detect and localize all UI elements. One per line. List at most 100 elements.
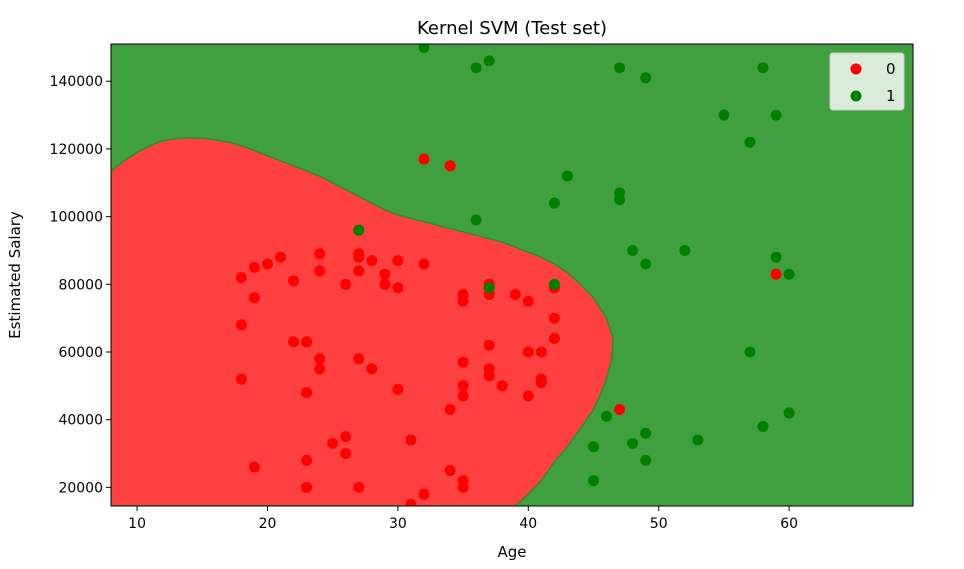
data-point-class-0 [483,370,495,382]
data-point-class-0 [248,292,260,304]
data-point-class-0 [770,268,782,280]
data-point-class-0 [248,461,260,473]
legend-label-class-0: 0 [886,60,896,78]
data-point-class-0 [314,265,326,277]
data-point-class-1 [770,251,782,263]
x-tick-label: 60 [780,516,798,532]
data-point-class-0 [548,333,560,344]
data-point-class-0 [444,160,456,172]
data-point-class-0 [301,454,313,466]
data-point-class-1 [627,437,639,449]
data-point-class-1 [588,475,599,487]
data-point-class-0 [405,434,417,446]
data-point-class-0 [392,282,404,294]
data-point-class-0 [496,380,508,392]
y-axis-title: Estimated Salary [6,211,24,339]
data-point-class-1 [692,434,704,446]
data-point-class-1 [418,44,430,53]
data-point-class-1 [614,62,626,74]
data-point-class-0 [248,261,260,273]
data-point-class-1 [614,194,626,206]
y-tick-label: 20000 [58,480,103,496]
data-point-class-1 [548,278,560,290]
data-point-class-0 [444,404,456,415]
data-point-class-1 [718,109,730,121]
data-point-class-1 [470,214,482,226]
data-point-class-0 [262,258,273,270]
data-point-class-1 [601,410,612,422]
data-point-class-0 [457,356,469,368]
data-point-class-0 [353,481,365,493]
data-point-class-1 [640,454,652,466]
data-point-class-0 [340,448,352,459]
plot-frame [110,43,914,507]
data-point-class-1 [548,197,560,209]
data-point-class-0 [379,268,391,280]
data-point-class-1 [757,421,769,432]
data-point-class-0 [340,278,352,290]
data-point-class-1 [640,427,652,439]
data-point-class-0 [548,312,560,324]
data-point-class-0 [522,346,534,358]
data-point-class-1 [627,245,639,256]
data-point-class-0 [418,488,430,500]
data-point-class-0 [522,295,534,307]
data-point-class-0 [405,498,417,506]
data-point-class-0 [366,255,378,267]
data-point-class-0 [614,404,626,415]
data-point-class-0 [301,481,313,493]
x-tick-label: 40 [519,516,537,532]
data-point-class-0 [353,265,365,277]
data-point-class-0 [235,272,247,283]
legend: 0 1 [829,52,905,111]
y-axis: 20000 40000 60000 80000 100000 120000 140000 [50,74,111,496]
data-point-class-0 [379,278,391,290]
data-point-class-0 [392,383,404,395]
data-point-class-1 [640,72,652,84]
x-tick-label: 20 [259,516,277,532]
data-point-class-1 [588,441,599,453]
data-point-class-0 [457,380,469,392]
data-point-class-0 [353,251,365,263]
data-point-class-0 [457,390,469,402]
data-point-class-0 [235,319,247,331]
y-tick-label: 80000 [58,277,103,293]
data-point-class-0 [314,248,326,260]
data-point-class-0 [235,373,247,385]
data-point-class-0 [522,390,534,402]
data-point-class-0 [457,481,469,493]
data-point-class-0 [301,336,313,348]
data-point-class-1 [483,55,495,67]
data-point-class-1 [483,282,495,294]
data-point-class-0 [392,255,404,267]
data-point-class-0 [418,258,430,270]
data-point-class-0 [314,353,326,365]
y-tick-label: 60000 [58,345,103,361]
data-point-class-1 [770,109,782,121]
chart-title: Kernel SVM (Test set) [417,18,607,39]
y-tick-label: 40000 [58,413,103,429]
data-point-class-0 [288,336,300,348]
x-tick-label: 50 [650,516,668,532]
x-axis-title: Age [497,543,526,561]
data-point-class-0 [418,153,430,165]
data-point-class-0 [509,289,521,300]
decision-region-class-0 [111,137,614,506]
data-point-class-0 [444,465,456,476]
data-point-class-0 [314,363,326,375]
data-point-class-1 [470,62,482,74]
data-point-class-1 [353,224,365,236]
x-axis: 10 20 30 40 50 60 [128,506,798,532]
legend-box [829,52,905,111]
data-point-class-0 [535,377,547,388]
legend-marker-class-0 [850,63,862,75]
data-point-class-1 [561,170,573,182]
y-tick-label: 120000 [50,142,103,158]
data-point-class-1 [744,136,756,148]
data-point-class-1 [783,268,795,280]
data-point-class-0 [340,431,352,443]
data-point-class-0 [288,275,300,287]
y-tick-label: 100000 [50,210,103,226]
data-point-class-0 [535,346,547,358]
